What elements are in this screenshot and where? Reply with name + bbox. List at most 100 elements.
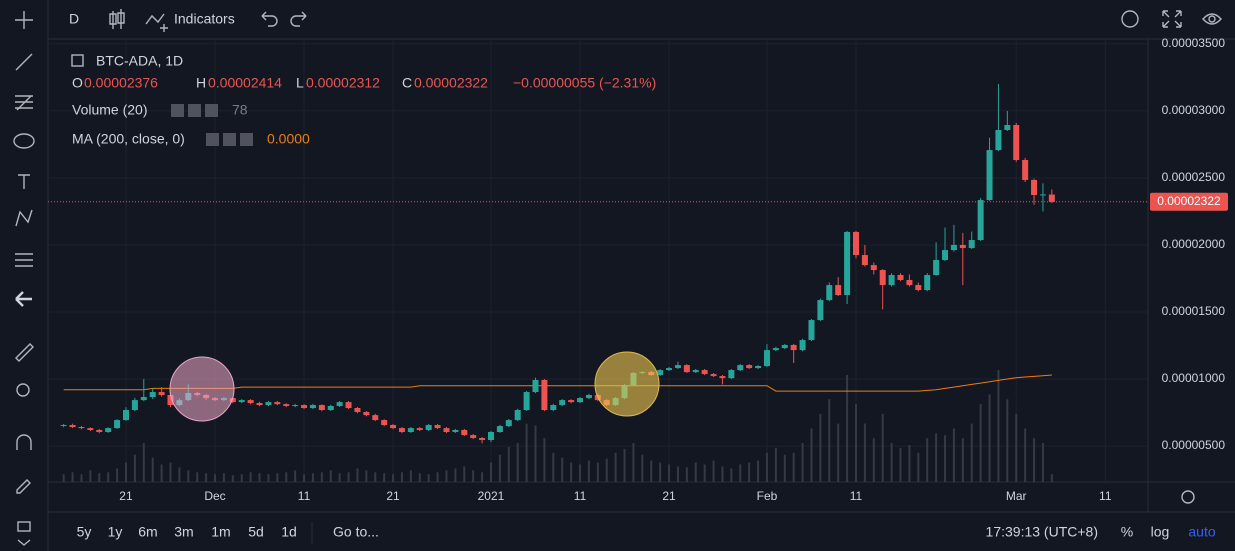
lock-tool[interactable] <box>17 521 31 532</box>
candle-body <box>755 366 762 369</box>
legend-eye[interactable] <box>206 133 219 146</box>
range-button[interactable]: 1m <box>211 524 230 540</box>
volume-bar <box>107 472 110 482</box>
y-tick-label: 0.00003000 <box>1162 103 1226 117</box>
volume-bar <box>196 472 199 482</box>
crosshair-tool[interactable] <box>15 11 33 29</box>
auto-button[interactable]: auto <box>1188 524 1215 540</box>
volume-bar <box>525 423 528 482</box>
volume-bar <box>320 472 323 482</box>
volume-bar <box>854 404 857 482</box>
candle-body <box>701 370 708 375</box>
volume-bar <box>961 438 964 482</box>
y-tick-label: 0.00001500 <box>1162 304 1226 318</box>
indicators-icon[interactable] <box>145 13 168 32</box>
candle-body <box>496 426 503 432</box>
log-button[interactable]: log <box>1151 524 1170 540</box>
volume-bar <box>240 474 243 482</box>
x-tick-label: Dec <box>204 489 225 503</box>
range-buttons: 5y 1y 6m 3m 1m 5d 1d <box>77 524 297 540</box>
volume-bar <box>587 460 590 482</box>
volume-bar <box>659 462 662 482</box>
candle-body <box>274 402 281 405</box>
range-button[interactable]: 5d <box>248 524 264 540</box>
collapse-toolbar[interactable] <box>17 539 31 546</box>
legend-remove[interactable] <box>240 133 253 146</box>
magnet-tool[interactable] <box>16 434 32 450</box>
pattern-tool[interactable] <box>15 209 33 227</box>
volume-legend[interactable]: Volume (20) <box>72 102 147 118</box>
range-button[interactable]: 1d <box>281 524 297 540</box>
candle-body <box>861 255 868 266</box>
legend-collapse[interactable] <box>71 54 84 67</box>
shape-tool[interactable] <box>13 133 35 149</box>
legend-eye[interactable] <box>171 104 184 117</box>
measure-tool[interactable] <box>15 343 34 362</box>
candle-body <box>924 275 931 291</box>
redo-button[interactable] <box>290 11 307 27</box>
drawing-circle[interactable] <box>169 356 235 422</box>
legend-settings[interactable] <box>223 133 236 146</box>
volume-bar <box>970 423 973 482</box>
axis-settings[interactable] <box>1181 490 1195 504</box>
candle-body <box>977 200 984 241</box>
drawing-circle[interactable] <box>594 351 660 417</box>
range-button[interactable]: 5y <box>77 524 92 540</box>
volume-bar <box>187 470 190 482</box>
volume-bar <box>1006 399 1009 482</box>
volume-bar <box>1015 413 1018 482</box>
ma-legend[interactable]: MA (200, close, 0) <box>72 131 185 147</box>
volume-bar <box>507 446 510 482</box>
candle-body <box>167 394 174 406</box>
candle-body <box>577 398 584 403</box>
volume-bar <box>632 443 635 482</box>
draw-mode-tool[interactable] <box>16 479 31 494</box>
volume-bar <box>543 438 546 482</box>
ohlc-name: C <box>402 75 412 91</box>
zoom-tool[interactable] <box>16 383 30 397</box>
candle-body <box>1004 124 1011 130</box>
x-tick-label: 11 <box>298 489 311 503</box>
fib-tool[interactable] <box>15 95 33 111</box>
undo-button[interactable] <box>261 11 278 27</box>
fullscreen-button[interactable] <box>1162 10 1182 28</box>
symbol-title[interactable]: BTC-ADA, 1D <box>96 53 183 69</box>
settings-button[interactable] <box>1121 10 1139 28</box>
legend-remove[interactable] <box>205 104 218 117</box>
interval-button[interactable]: D <box>69 11 79 27</box>
volume-bar <box>561 457 564 482</box>
candle-body <box>737 365 744 371</box>
volume-bar <box>276 473 279 482</box>
candle-body <box>327 405 334 411</box>
chart-style-button[interactable] <box>109 9 125 29</box>
candle-body <box>416 428 423 430</box>
candle-body <box>950 244 957 251</box>
volume-bar <box>142 443 145 482</box>
volume-bar <box>133 454 136 482</box>
volume-bar <box>917 452 920 482</box>
range-button[interactable]: 1y <box>108 524 123 540</box>
candle-body <box>140 397 147 401</box>
candle-body <box>568 400 575 403</box>
candle-body <box>229 398 236 403</box>
volume-bar <box>400 472 403 482</box>
range-button[interactable]: 6m <box>138 524 157 540</box>
indicators-button[interactable]: Indicators <box>174 11 235 27</box>
text-tool[interactable] <box>18 174 30 189</box>
volume-bar <box>685 467 688 482</box>
candle-body <box>763 350 770 367</box>
back-tool[interactable] <box>15 291 32 307</box>
volume-bar <box>89 470 92 482</box>
range-button[interactable]: 3m <box>174 524 193 540</box>
volume-bar <box>392 474 395 482</box>
candle-body <box>790 344 797 351</box>
visibility-button[interactable] <box>1202 13 1222 25</box>
candle-body <box>301 405 308 408</box>
legend-settings[interactable] <box>188 104 201 117</box>
clock: 17:39:13 (UTC+8) <box>986 524 1098 540</box>
goto-button[interactable]: Go to... <box>333 524 379 540</box>
prediction-tool[interactable] <box>15 253 33 267</box>
candle-body <box>514 410 521 421</box>
line-tool[interactable] <box>15 53 33 71</box>
percent-button[interactable]: % <box>1121 524 1133 540</box>
